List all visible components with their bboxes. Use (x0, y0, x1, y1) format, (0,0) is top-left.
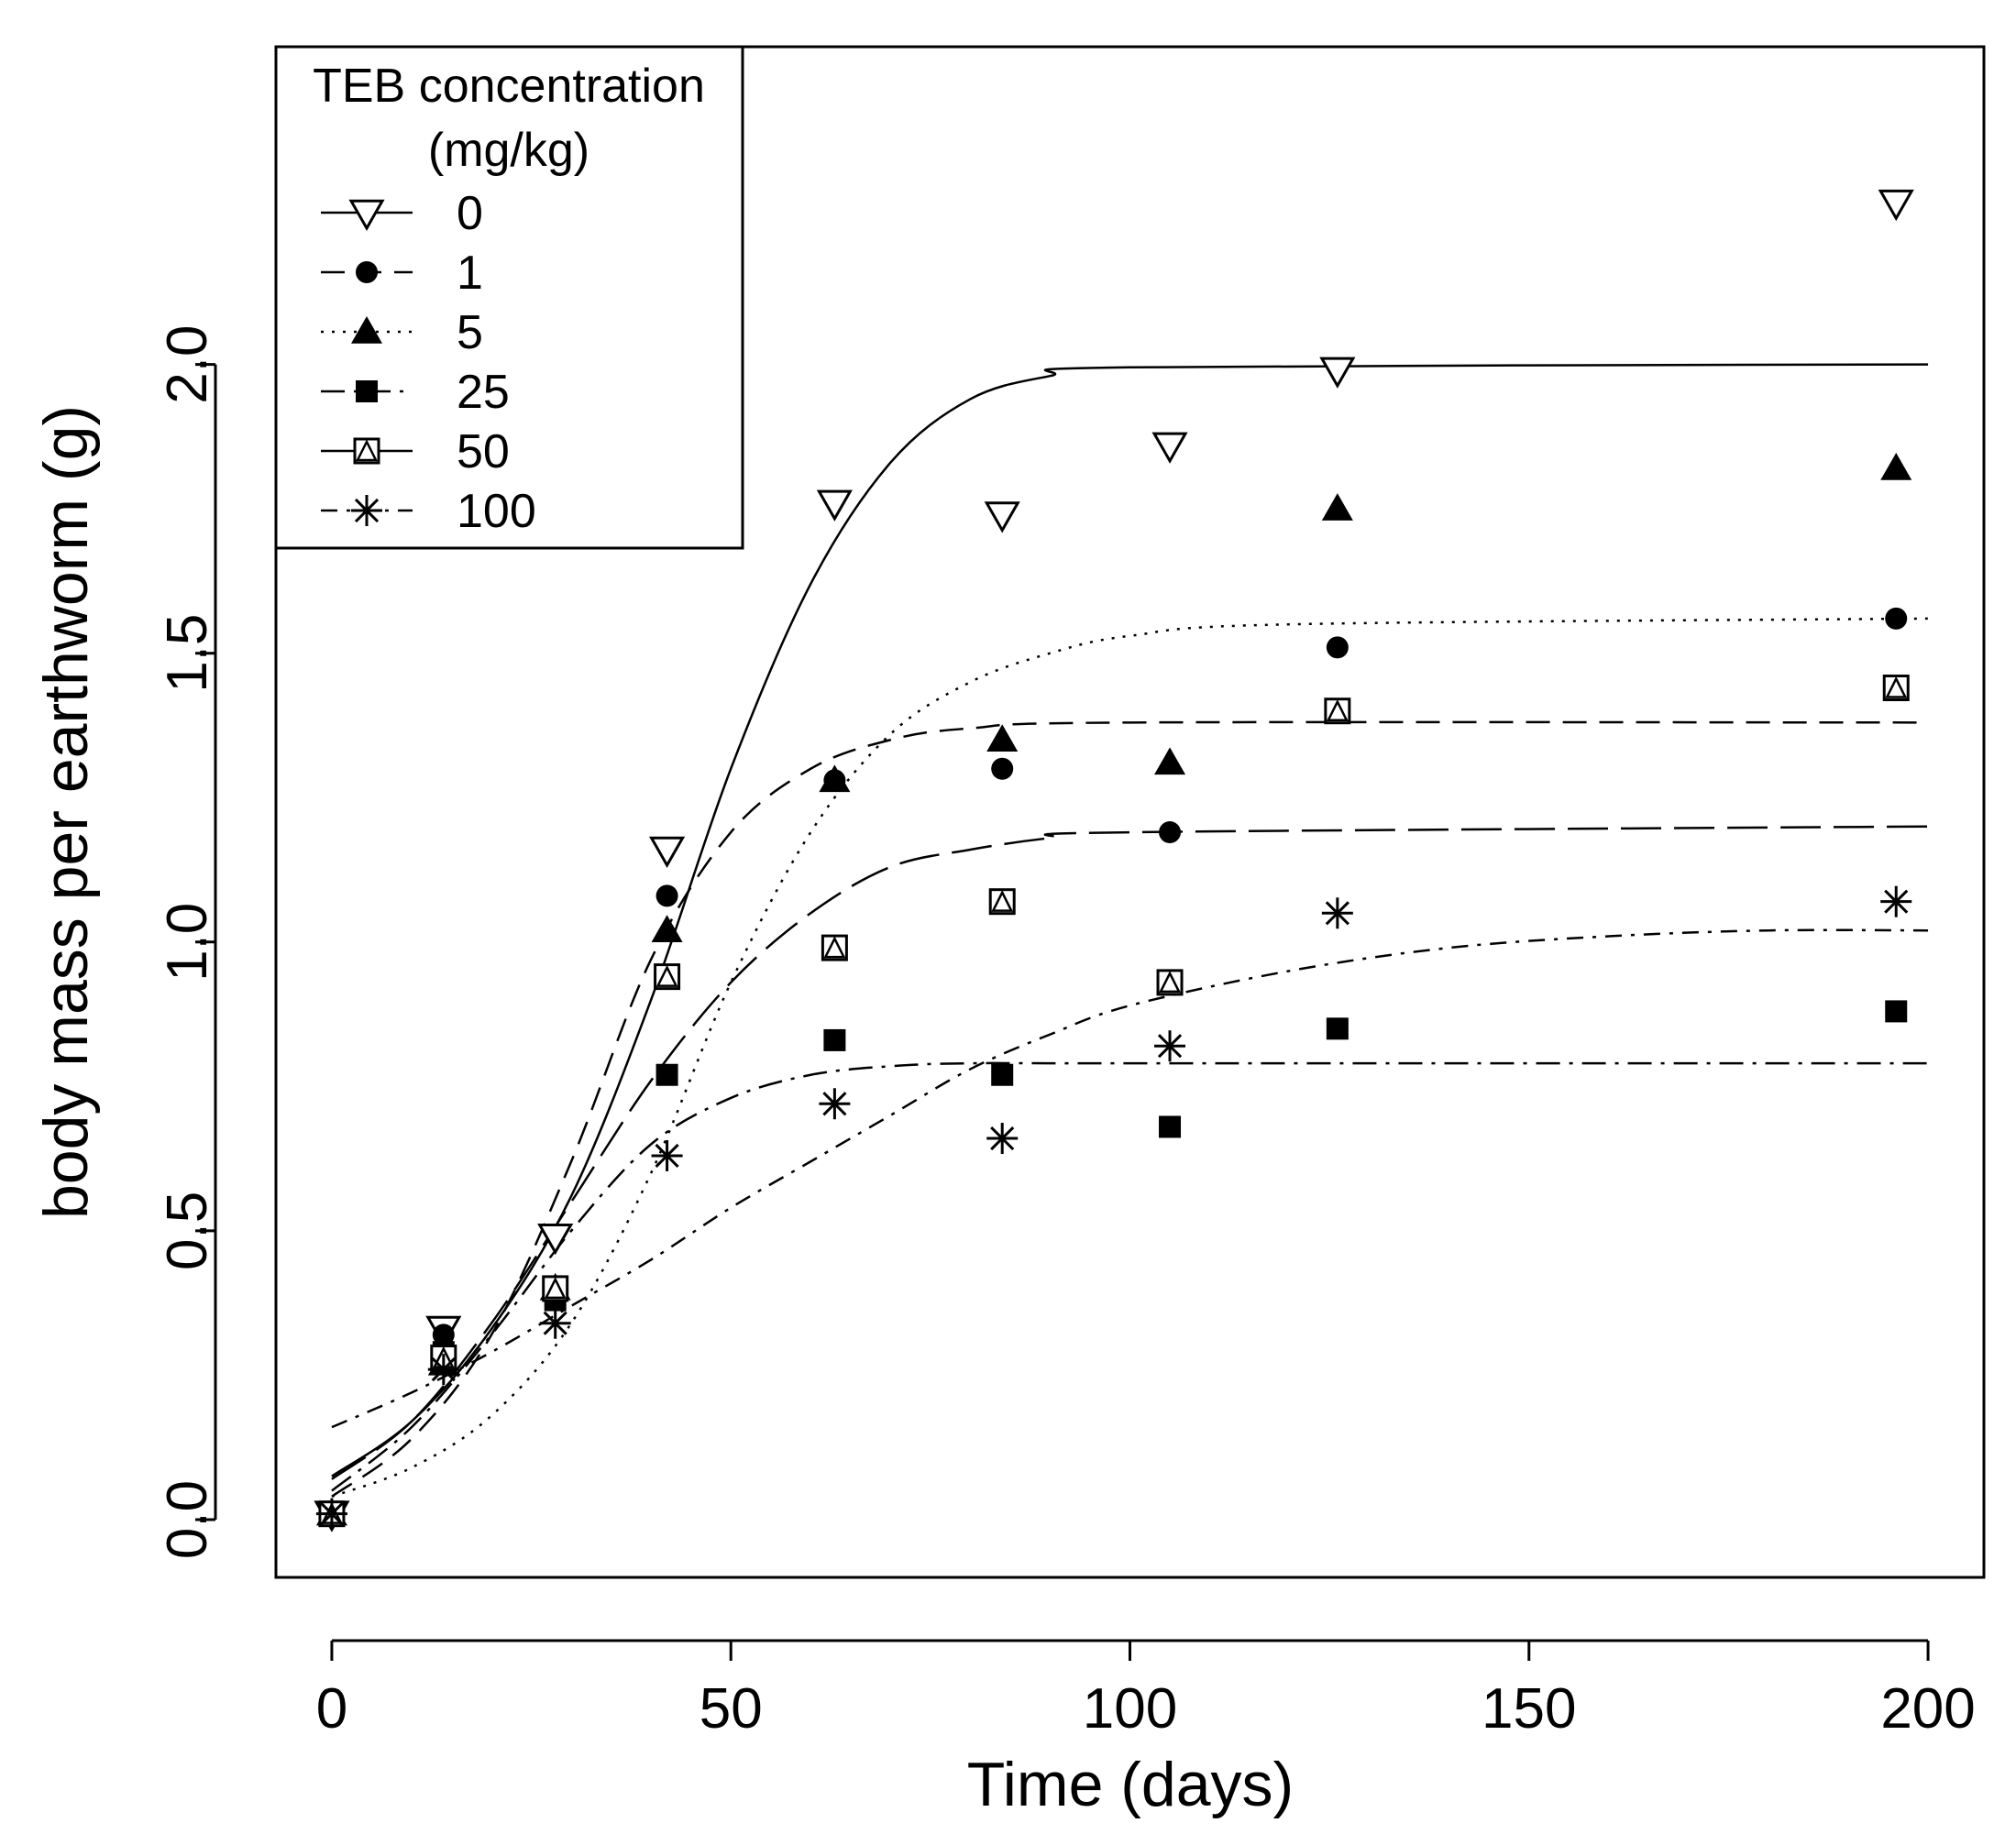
point-series-5 (1154, 747, 1186, 775)
legend-entries: 0 1 5 25 50 100 (321, 187, 536, 538)
point-series-5 (819, 764, 851, 793)
point-series-0 (537, 1223, 574, 1256)
point-series-25 (991, 1063, 1014, 1086)
legend-label: 5 (457, 306, 483, 359)
y-axis-title: body mass per earthworm (g) (31, 405, 101, 1219)
point-series-100 (651, 1139, 683, 1171)
point-series-100 (539, 1307, 571, 1339)
point-series-100 (1321, 897, 1353, 929)
y-tick-label: 2.0 (156, 325, 219, 404)
point-series-100 (427, 1354, 459, 1386)
legend-entry: 25 (321, 366, 510, 419)
x-tick-label: 0 (316, 1677, 347, 1741)
legend-label: 1 (457, 247, 483, 300)
curve-series-100 (331, 928, 1929, 1429)
point-series-50 (542, 1275, 569, 1302)
x-axis-title: Time (days) (967, 1750, 1294, 1819)
y-tick-label: 0.5 (156, 1192, 219, 1270)
legend-marker-100 (351, 495, 382, 526)
legend-marker-0 (348, 199, 385, 232)
legend-entry: 5 (321, 306, 483, 359)
legend-label: 0 (457, 187, 483, 240)
curve-series-5 (331, 617, 1929, 1498)
plot-frame (274, 45, 1986, 1579)
legend-entry: 50 (321, 425, 510, 478)
point-series-1 (1326, 636, 1349, 659)
legend-marker-5 (351, 316, 382, 344)
legend-label: 25 (457, 366, 510, 419)
point-series-100 (986, 1123, 1019, 1155)
point-series-100 (819, 1088, 851, 1120)
x-tick-label: 200 (1880, 1677, 1975, 1741)
point-series-1 (1159, 821, 1182, 844)
legend-marker-50 (353, 437, 380, 465)
y-tick-label: 1.0 (156, 903, 219, 982)
legend-label: 100 (457, 485, 536, 538)
point-series-25 (655, 1063, 678, 1086)
point-series-5 (651, 915, 683, 942)
point-series-25 (1159, 1115, 1182, 1138)
point-series-50 (988, 888, 1016, 916)
curve-series-50 (331, 825, 1929, 1480)
curve-series-25 (331, 1061, 1929, 1492)
point-series-25 (823, 1028, 846, 1051)
point-series-0 (1319, 357, 1356, 389)
point-series-100 (315, 1498, 347, 1530)
y-axis: 0.0 0.5 1.0 1.5 2.0 (156, 325, 219, 1560)
point-series-5 (1880, 453, 1912, 480)
x-tick-label: 100 (1083, 1677, 1177, 1741)
x-axis: 0 50 100 150 200 (316, 1639, 1976, 1741)
legend-box (274, 45, 744, 550)
point-series-0 (984, 501, 1020, 533)
point-series-5 (986, 724, 1019, 752)
legend-title-line2: (mg/kg) (428, 124, 589, 177)
x-tick-label: 150 (1482, 1677, 1576, 1741)
legend-marker-25 (356, 380, 378, 402)
curve-series-1 (331, 720, 1929, 1498)
x-tick-label: 50 (700, 1677, 763, 1741)
legend: TEB concentration (mg/kg) 0 1 5 25 50 100 (274, 45, 744, 550)
legend-label: 50 (457, 425, 510, 478)
point-series-1 (432, 1323, 455, 1346)
point-series-1 (655, 884, 678, 907)
point-series-50 (821, 934, 848, 961)
point-series-0 (648, 836, 686, 868)
point-series-0 (816, 489, 853, 522)
point-series-50 (1324, 697, 1351, 725)
curve-series-0 (331, 363, 1929, 1477)
point-series-100 (1154, 1030, 1186, 1062)
point-series-0 (1151, 432, 1188, 464)
point-series-25 (1326, 1017, 1349, 1040)
y-tick-label: 0.0 (156, 1480, 219, 1559)
point-series-1 (991, 757, 1014, 780)
legend-entry: 0 (321, 187, 483, 240)
point-series-100 (1880, 885, 1912, 917)
point-series-50 (654, 963, 681, 991)
point-series-0 (1878, 189, 1914, 222)
point-series-5 (1321, 493, 1353, 521)
data-points (314, 189, 1914, 1532)
point-series-50 (1156, 969, 1184, 996)
point-series-50 (1882, 675, 1910, 702)
y-tick-label: 1.5 (156, 614, 219, 693)
point-series-25 (1885, 1000, 1908, 1023)
legend-title-line1: TEB concentration (313, 60, 705, 113)
legend-entry: 100 (321, 485, 536, 538)
point-series-1 (1885, 607, 1908, 630)
legend-marker-1 (356, 261, 378, 283)
legend-entry: 1 (321, 247, 483, 300)
